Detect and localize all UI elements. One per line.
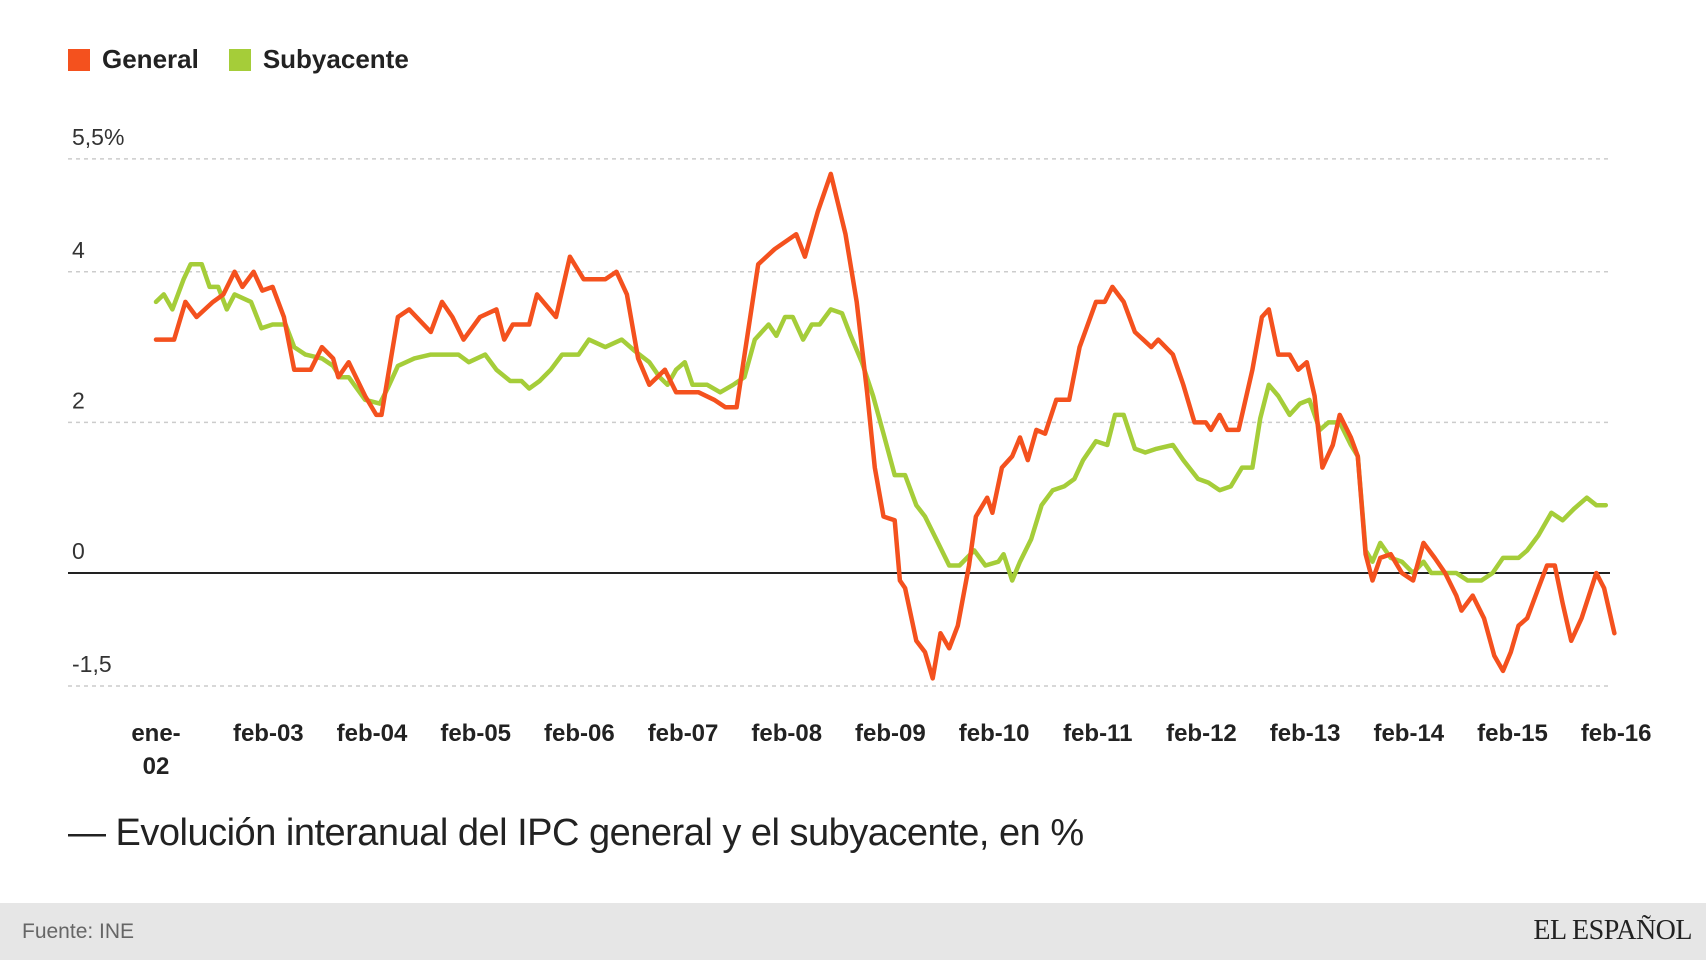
chart-legend: General Subyacente <box>68 44 409 75</box>
x-tick-label: feb-12 <box>1166 720 1237 747</box>
legend-swatch-subyacente <box>228 48 251 71</box>
x-tick-label: feb-07 <box>648 720 719 747</box>
x-tick-label: ene- <box>131 720 180 747</box>
y-tick-label: 0 <box>72 538 85 564</box>
legend-label-subyacente: Subyacente <box>262 44 409 74</box>
y-tick-label: 4 <box>72 237 85 263</box>
x-tick-label: 02 <box>143 753 170 780</box>
x-tick-label: feb-05 <box>440 720 511 747</box>
x-tick-label: feb-13 <box>1270 720 1341 747</box>
x-tick-label: feb-04 <box>337 720 408 747</box>
legend-item-general: General <box>68 44 199 75</box>
legend-item-subyacente: Subyacente <box>228 44 409 75</box>
x-tick-label: feb-09 <box>855 720 926 747</box>
legend-swatch-general <box>68 48 90 71</box>
x-tick-label: feb-14 <box>1373 720 1444 747</box>
chart-title: — Evolución interanual del IPC general y… <box>68 812 1084 854</box>
y-tick-label: 2 <box>72 387 85 413</box>
line-chart: 5,5% 4 2 0 -1,5 ene- 02 feb-03 feb-04 feb-05 feb-0… <box>68 124 1652 780</box>
x-tick-label: feb-08 <box>751 720 822 747</box>
x-tick-label: feb-10 <box>959 720 1030 747</box>
y-tick-label: 5,5% <box>72 124 124 150</box>
x-tick-label: feb-16 <box>1581 720 1652 747</box>
y-tick-label: -1,5 <box>72 651 112 677</box>
brand-logo: EL ESPAÑOL <box>1533 915 1692 946</box>
x-tick-label: feb-15 <box>1477 720 1548 747</box>
source-text: Fuente: INE <box>22 920 135 943</box>
series-line-general <box>153 171 1617 681</box>
x-tick-label: feb-11 <box>1063 720 1132 747</box>
x-tick-label: feb-03 <box>233 720 304 747</box>
footer: Fuente: INE EL ESPAÑOL <box>0 903 1706 960</box>
x-tick-label: feb-06 <box>544 720 615 747</box>
legend-label-general: General <box>102 44 199 74</box>
